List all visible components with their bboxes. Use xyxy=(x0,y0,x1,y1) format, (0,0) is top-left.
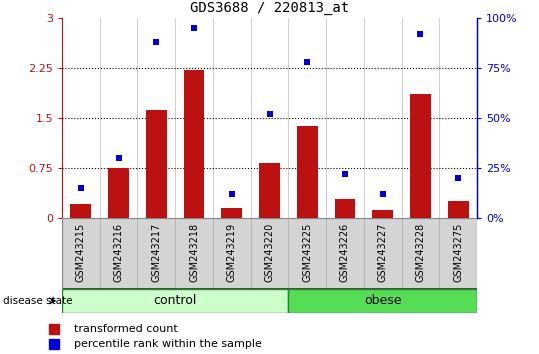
Bar xyxy=(259,163,280,218)
Bar xyxy=(71,204,91,218)
Title: GDS3688 / 220813_at: GDS3688 / 220813_at xyxy=(190,1,349,15)
Bar xyxy=(335,199,355,218)
Bar xyxy=(184,70,204,218)
Bar xyxy=(222,208,242,218)
Bar xyxy=(108,168,129,218)
Text: GSM243217: GSM243217 xyxy=(151,223,161,282)
Text: transformed count: transformed count xyxy=(74,324,177,334)
Text: GSM243218: GSM243218 xyxy=(189,223,199,282)
Text: GSM243275: GSM243275 xyxy=(453,223,463,282)
Text: GSM243227: GSM243227 xyxy=(378,223,388,282)
Bar xyxy=(448,201,468,218)
Text: GSM243215: GSM243215 xyxy=(76,223,86,282)
Text: percentile rank within the sample: percentile rank within the sample xyxy=(74,339,262,349)
Text: obese: obese xyxy=(364,295,402,307)
Text: control: control xyxy=(154,295,197,307)
Text: GSM243226: GSM243226 xyxy=(340,223,350,282)
Text: GSM243220: GSM243220 xyxy=(265,223,274,282)
Bar xyxy=(410,95,431,218)
Bar xyxy=(297,126,317,218)
Bar xyxy=(146,110,167,218)
Text: GSM243225: GSM243225 xyxy=(302,223,312,282)
Bar xyxy=(288,289,477,313)
Bar xyxy=(62,289,288,313)
Text: GSM243219: GSM243219 xyxy=(227,223,237,282)
Text: GSM243216: GSM243216 xyxy=(114,223,123,282)
Text: disease state: disease state xyxy=(3,296,72,306)
Text: GSM243228: GSM243228 xyxy=(416,223,425,282)
Bar xyxy=(372,210,393,218)
